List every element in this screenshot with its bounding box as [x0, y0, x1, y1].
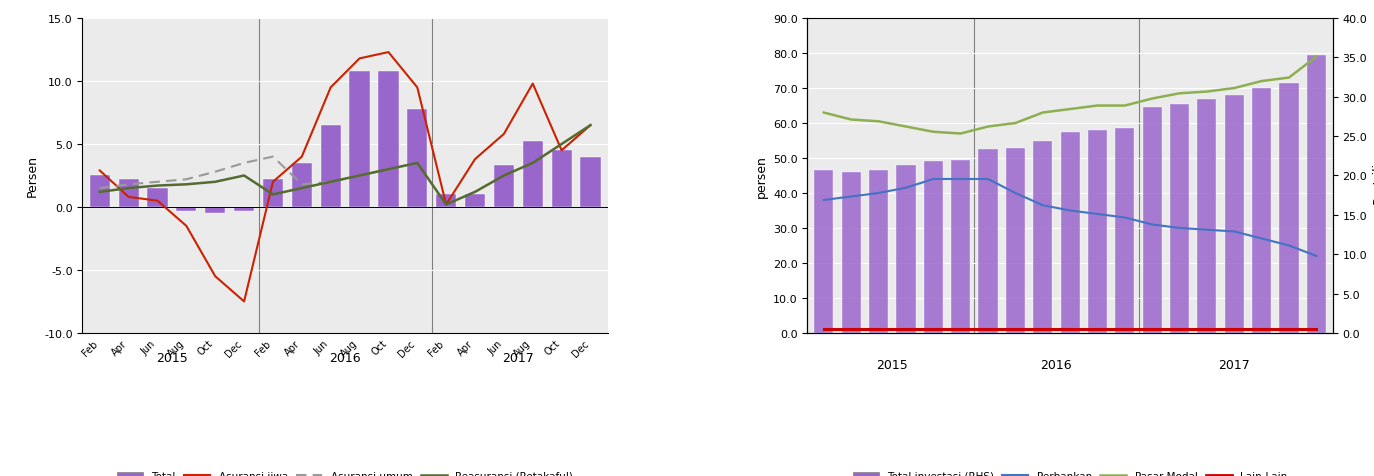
Bar — [262, 180, 283, 208]
Bar — [1006, 148, 1025, 333]
Bar — [320, 126, 341, 208]
Bar — [1061, 132, 1080, 333]
Bar — [923, 162, 943, 333]
Bar — [868, 171, 888, 333]
Y-axis label: Persen: Persen — [26, 155, 38, 197]
Bar — [1252, 89, 1271, 333]
Bar — [1224, 96, 1243, 333]
Bar — [1088, 131, 1107, 333]
Bar — [1143, 108, 1162, 333]
Bar — [205, 208, 225, 214]
Legend: Total, Asuransi jiwa, Asuransi umum, Reasuransi (Retakaful): Total, Asuransi jiwa, Asuransi umum, Rea… — [113, 467, 577, 476]
Bar — [176, 208, 196, 211]
Bar — [1033, 141, 1052, 333]
Y-axis label: persen: persen — [754, 155, 768, 198]
Bar — [291, 164, 312, 208]
Bar — [349, 72, 370, 208]
Bar — [551, 151, 572, 208]
Bar — [147, 188, 168, 208]
Bar — [978, 150, 998, 333]
Bar — [234, 208, 254, 211]
Bar — [580, 157, 600, 208]
Bar — [1171, 105, 1189, 333]
Bar — [1279, 84, 1298, 333]
Text: 2015: 2015 — [157, 351, 188, 364]
Bar — [378, 72, 398, 208]
Bar — [407, 109, 427, 208]
Bar — [464, 195, 485, 208]
Bar — [1197, 99, 1216, 333]
Bar — [815, 171, 834, 333]
Text: 2016: 2016 — [330, 351, 361, 364]
Bar — [896, 166, 915, 333]
Bar — [436, 195, 456, 208]
Bar — [522, 142, 543, 208]
Bar — [1307, 56, 1326, 333]
Text: 2016: 2016 — [1040, 358, 1072, 371]
Bar — [842, 173, 860, 333]
Text: 2017: 2017 — [503, 351, 534, 364]
Bar — [951, 160, 970, 333]
Bar — [89, 176, 110, 208]
Bar — [1116, 129, 1135, 333]
Bar — [493, 166, 514, 208]
Text: 2015: 2015 — [877, 358, 908, 371]
Legend: Total investasi (RHS), Perbankan, Pasar Modal, Lain-Lain: Total investasi (RHS), Perbankan, Pasar … — [849, 467, 1292, 476]
Bar — [118, 180, 139, 208]
Text: 2017: 2017 — [1219, 358, 1250, 371]
